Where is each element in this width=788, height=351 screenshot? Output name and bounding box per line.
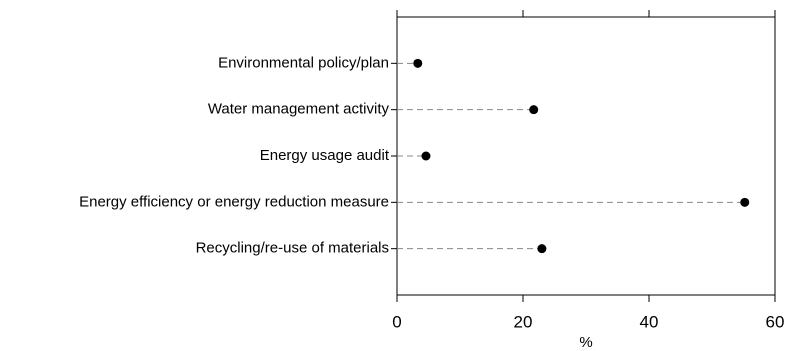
plot-frame <box>396 16 776 296</box>
dot <box>413 58 423 68</box>
x-tick-label: 60 <box>766 312 785 331</box>
x-tick-label: 0 <box>392 312 401 331</box>
y-tick-label: Water management activity <box>208 101 390 118</box>
x-axis-label: % <box>579 334 592 351</box>
dot <box>421 151 431 161</box>
dot <box>537 244 547 254</box>
y-tick-label: Recycling/re-use of materials <box>196 240 389 257</box>
y-tick-label: Energy usage audit <box>260 147 390 164</box>
x-tick-label: 20 <box>514 312 533 331</box>
dot <box>529 105 539 115</box>
y-tick-label: Energy efficiency or energy reduction me… <box>79 193 389 210</box>
x-tick-label: 40 <box>640 312 659 331</box>
dot <box>740 197 750 207</box>
y-tick-label: Environmental policy/plan <box>218 54 389 71</box>
